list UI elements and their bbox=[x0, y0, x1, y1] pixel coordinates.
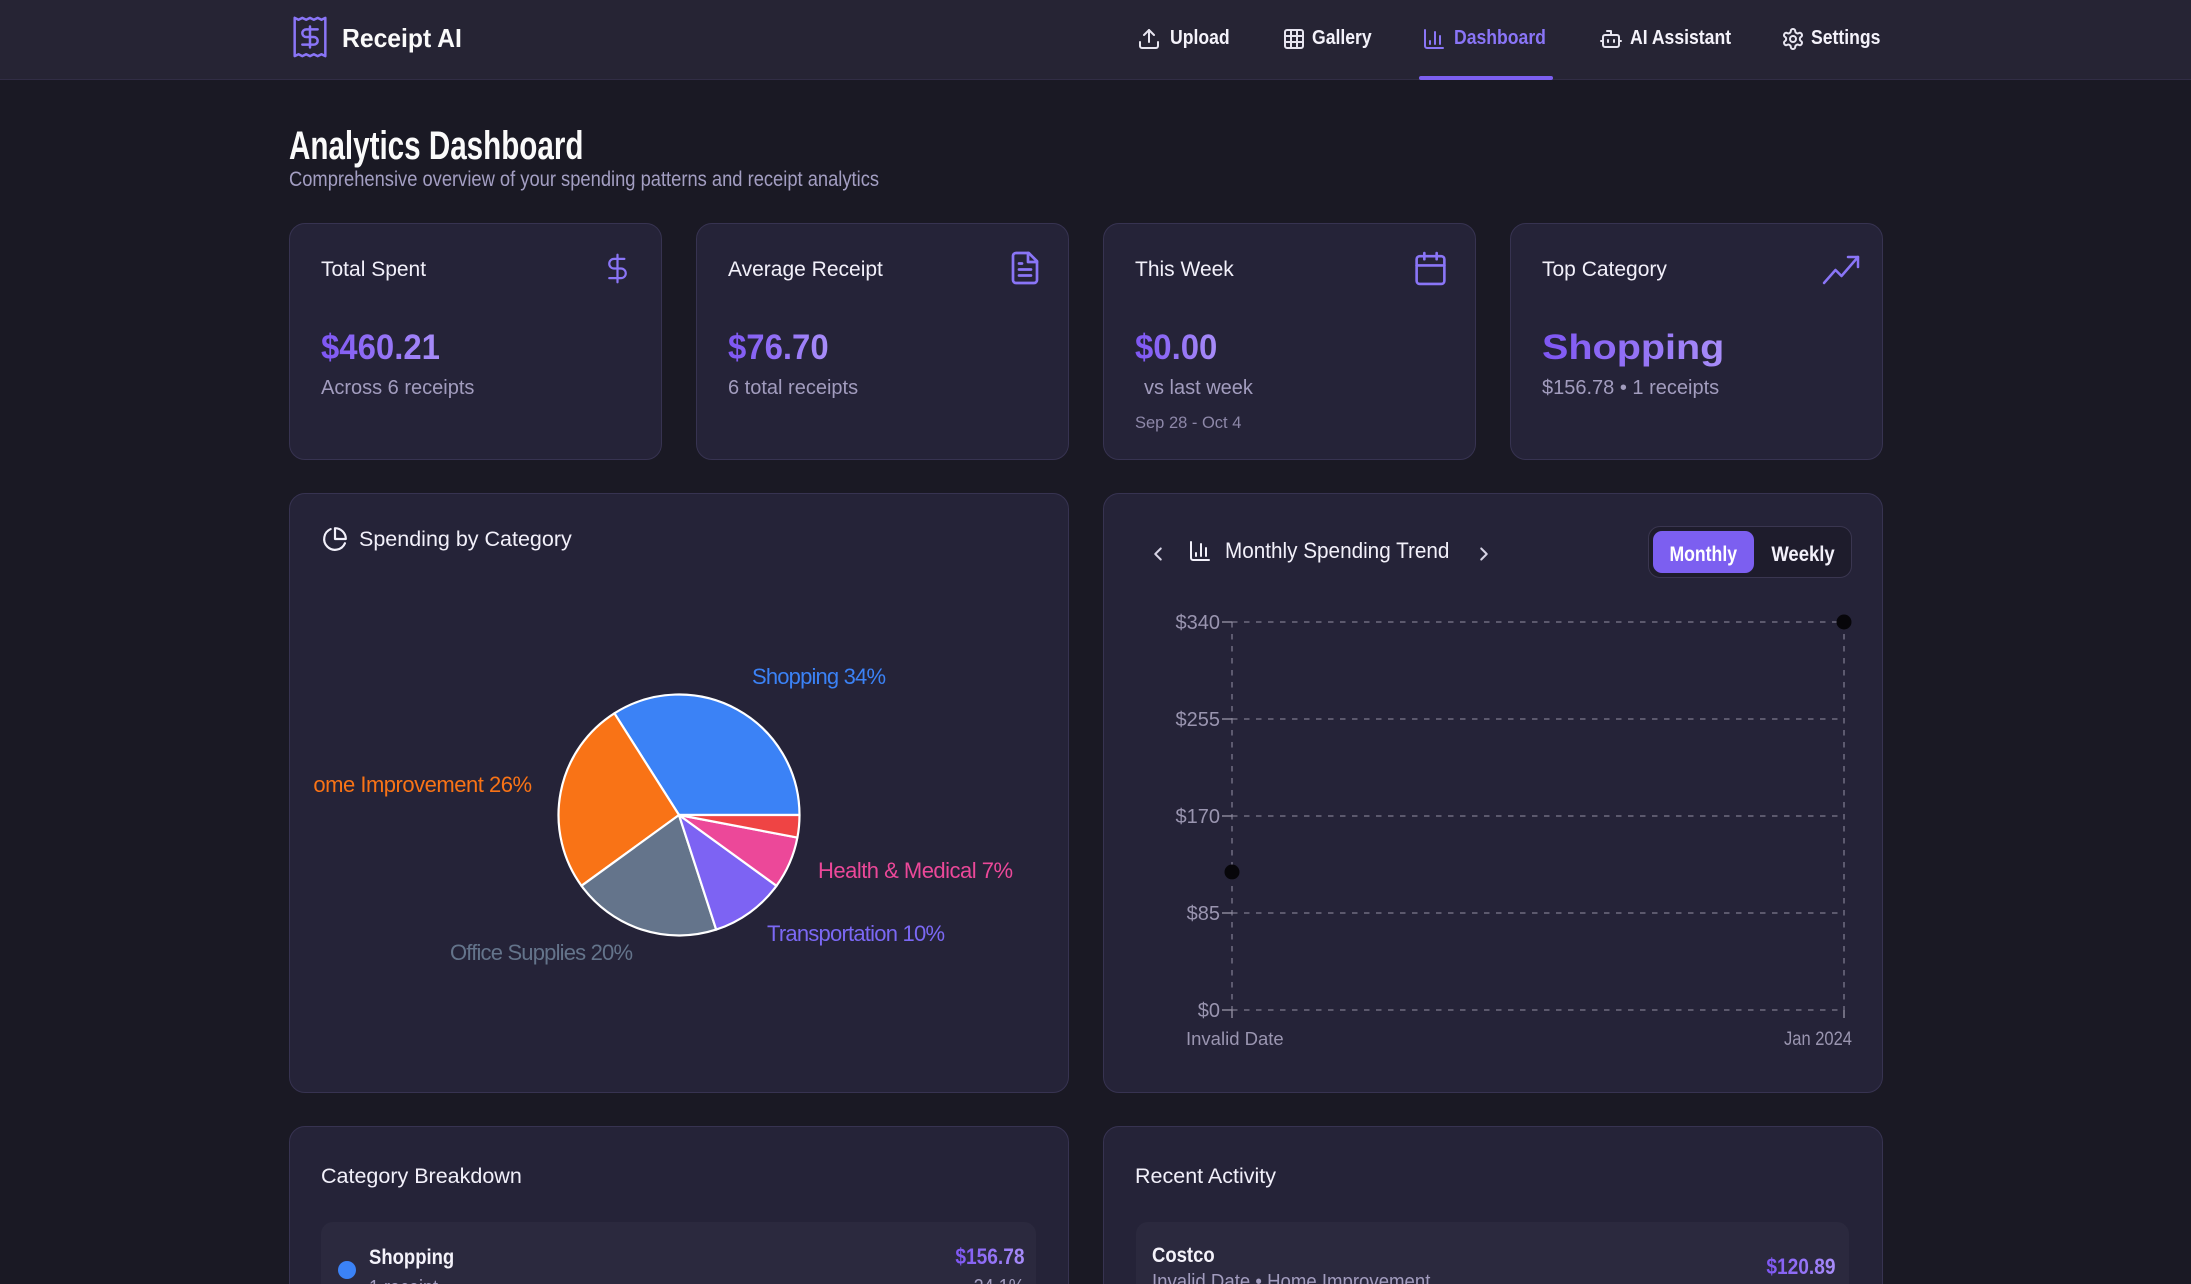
svg-text:$170: $170 bbox=[1176, 806, 1221, 828]
svg-text:Office Supplies 20%: Office Supplies 20% bbox=[450, 940, 633, 965]
svg-text:Health & Medical 7%: Health & Medical 7% bbox=[818, 858, 1013, 883]
svg-text:Invalid Date: Invalid Date bbox=[1186, 1028, 1284, 1049]
svg-text:$85: $85 bbox=[1187, 903, 1220, 925]
svg-text:Home Improvement 26%: Home Improvement 26% bbox=[313, 772, 532, 797]
svg-text:$255: $255 bbox=[1176, 709, 1221, 731]
svg-text:$340: $340 bbox=[1176, 612, 1221, 634]
svg-text:Jan 2024: Jan 2024 bbox=[1784, 1029, 1852, 1050]
svg-text:$0: $0 bbox=[1198, 1000, 1220, 1022]
svg-text:Shopping 34%: Shopping 34% bbox=[752, 664, 886, 689]
svg-text:Transportation 10%: Transportation 10% bbox=[767, 921, 945, 946]
